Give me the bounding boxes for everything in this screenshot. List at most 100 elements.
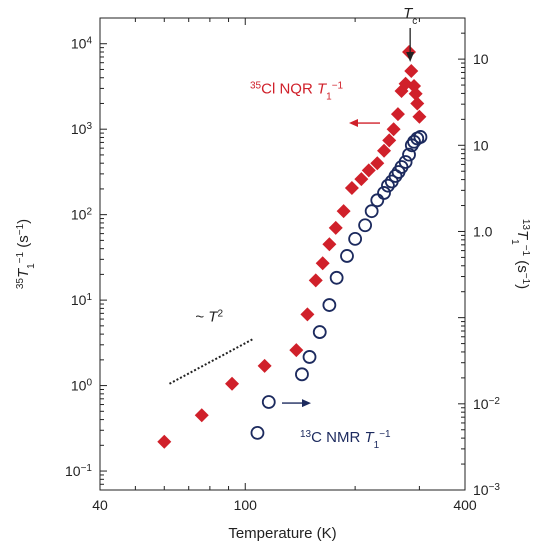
x-tick-label: 400 [453, 497, 477, 513]
tick-mantissa: 10 [473, 482, 489, 498]
nqr-point [157, 434, 172, 449]
nqr-point [408, 86, 423, 101]
nqr-series-label: 35Cl NQR T1−1 [250, 80, 344, 102]
nmr-point [348, 231, 363, 246]
nqr-point [308, 273, 323, 288]
nmr-text: C NMR [311, 429, 364, 446]
power-law-symbol: T [208, 309, 219, 326]
y-right-tick-label: 10 [473, 51, 489, 67]
nqr-point [386, 122, 401, 137]
y-left-unit: (s [15, 235, 32, 252]
nmr-point [358, 218, 373, 233]
nmr-point [312, 325, 327, 339]
nmr-point [295, 367, 309, 382]
nqr-point [404, 63, 419, 78]
nqr-text: Cl NQR [261, 81, 317, 98]
nqr-point [322, 237, 337, 252]
tick-exponent: 3 [86, 121, 92, 132]
nqr-sup: −1 [332, 80, 344, 91]
nqr-symbol: T [317, 81, 328, 98]
nmr-point [398, 155, 413, 169]
y-left-axis-title: 35T1−1 (s−1) [15, 219, 37, 289]
nqr-point [344, 181, 359, 196]
y-right-isotope: 13 [521, 219, 532, 231]
y-right-tick-label: 1.0 [473, 223, 493, 239]
nmr-symbol: T [364, 429, 375, 446]
y-left-tick-label: 100 [71, 377, 93, 394]
y-right-unit: (s [514, 256, 531, 273]
x-tick-labels: 40 100 400 [92, 497, 477, 513]
nqr-isotope: 35 [250, 80, 262, 91]
y-left-sub: 1 [26, 263, 37, 269]
nmr-point [402, 147, 416, 162]
nmr-series [250, 130, 428, 440]
nqr-sub: 1 [326, 91, 332, 102]
nqr-point [257, 358, 272, 373]
nmr-point [261, 395, 276, 409]
nqr-point [225, 376, 240, 391]
x-tick-label: 100 [234, 497, 258, 513]
tc-arrow-icon [406, 28, 415, 62]
nqr-point [194, 408, 209, 423]
tick-exponent: −3 [489, 482, 501, 493]
tc-label: Tc [403, 5, 417, 27]
y-left-symbol: T [15, 267, 32, 278]
nqr-arrow-head [349, 119, 358, 128]
tc-sub: c [412, 16, 417, 27]
power-law-guide-line [168, 338, 254, 385]
nqr-point [300, 307, 315, 322]
nmr-point [364, 204, 379, 219]
tc-symbol: T [403, 5, 414, 22]
power-law-exponent: 2 [217, 308, 223, 319]
y-left-tick-label: 102 [71, 206, 93, 223]
tick-exponent: −1 [81, 463, 93, 474]
nmr-point [370, 193, 385, 208]
power-law-tilde: ~ [195, 309, 208, 326]
y-left-close: ) [15, 219, 32, 224]
nqr-series [157, 45, 427, 449]
x-axis-title: Temperature (K) [228, 525, 336, 542]
tick-exponent: 0 [86, 377, 92, 388]
nmr-sup: −1 [379, 429, 391, 440]
tick-mantissa: 10 [65, 463, 81, 479]
tick-exponent: −2 [489, 395, 501, 406]
tick-exponent: 4 [86, 35, 92, 46]
nqr-point [390, 107, 405, 122]
y-left-sup: −1 [15, 251, 26, 263]
nqr-point [382, 133, 397, 148]
tick-mantissa: 10 [71, 121, 87, 137]
y-right-tick-label: 10−3 [473, 482, 500, 499]
power-law-label: ~ T2 [195, 308, 223, 326]
y-left-unit-sup: −1 [15, 223, 26, 235]
y-left-tick-label: 104 [71, 35, 93, 52]
y-left-isotope: 35 [15, 278, 26, 290]
nqr-point [412, 109, 427, 124]
axis-ticks [99, 17, 466, 491]
nqr-point [336, 204, 351, 219]
right-arrow-icon [282, 399, 311, 408]
y-left-tick-label: 103 [71, 121, 93, 138]
y-right-close: ) [514, 284, 531, 289]
tc-arrow-head [406, 52, 415, 62]
y-right-sup: −1 [521, 245, 532, 257]
nqr-point [315, 256, 330, 271]
y-right-tick-label: 10 [473, 137, 489, 153]
nmr-point [381, 178, 395, 193]
x-tick-label: 40 [92, 497, 108, 513]
y-right-unit-sup: −1 [521, 273, 532, 285]
y-right-tick-label: 10−2 [473, 395, 500, 412]
y-left-tick-label: 101 [71, 292, 93, 309]
nqr-point [377, 143, 392, 158]
nmr-arrow-head [302, 399, 311, 408]
nqr-point [328, 220, 343, 235]
nmr-point [413, 130, 428, 144]
tick-mantissa: 10 [473, 396, 489, 412]
nqr-point [354, 172, 369, 187]
nmr-point [329, 270, 344, 285]
nmr-series-label: 13C NMR T1−1 [300, 429, 391, 451]
y-right-axis-title: 13T1−1 (s−1) [510, 219, 532, 289]
nmr-point [250, 425, 265, 440]
